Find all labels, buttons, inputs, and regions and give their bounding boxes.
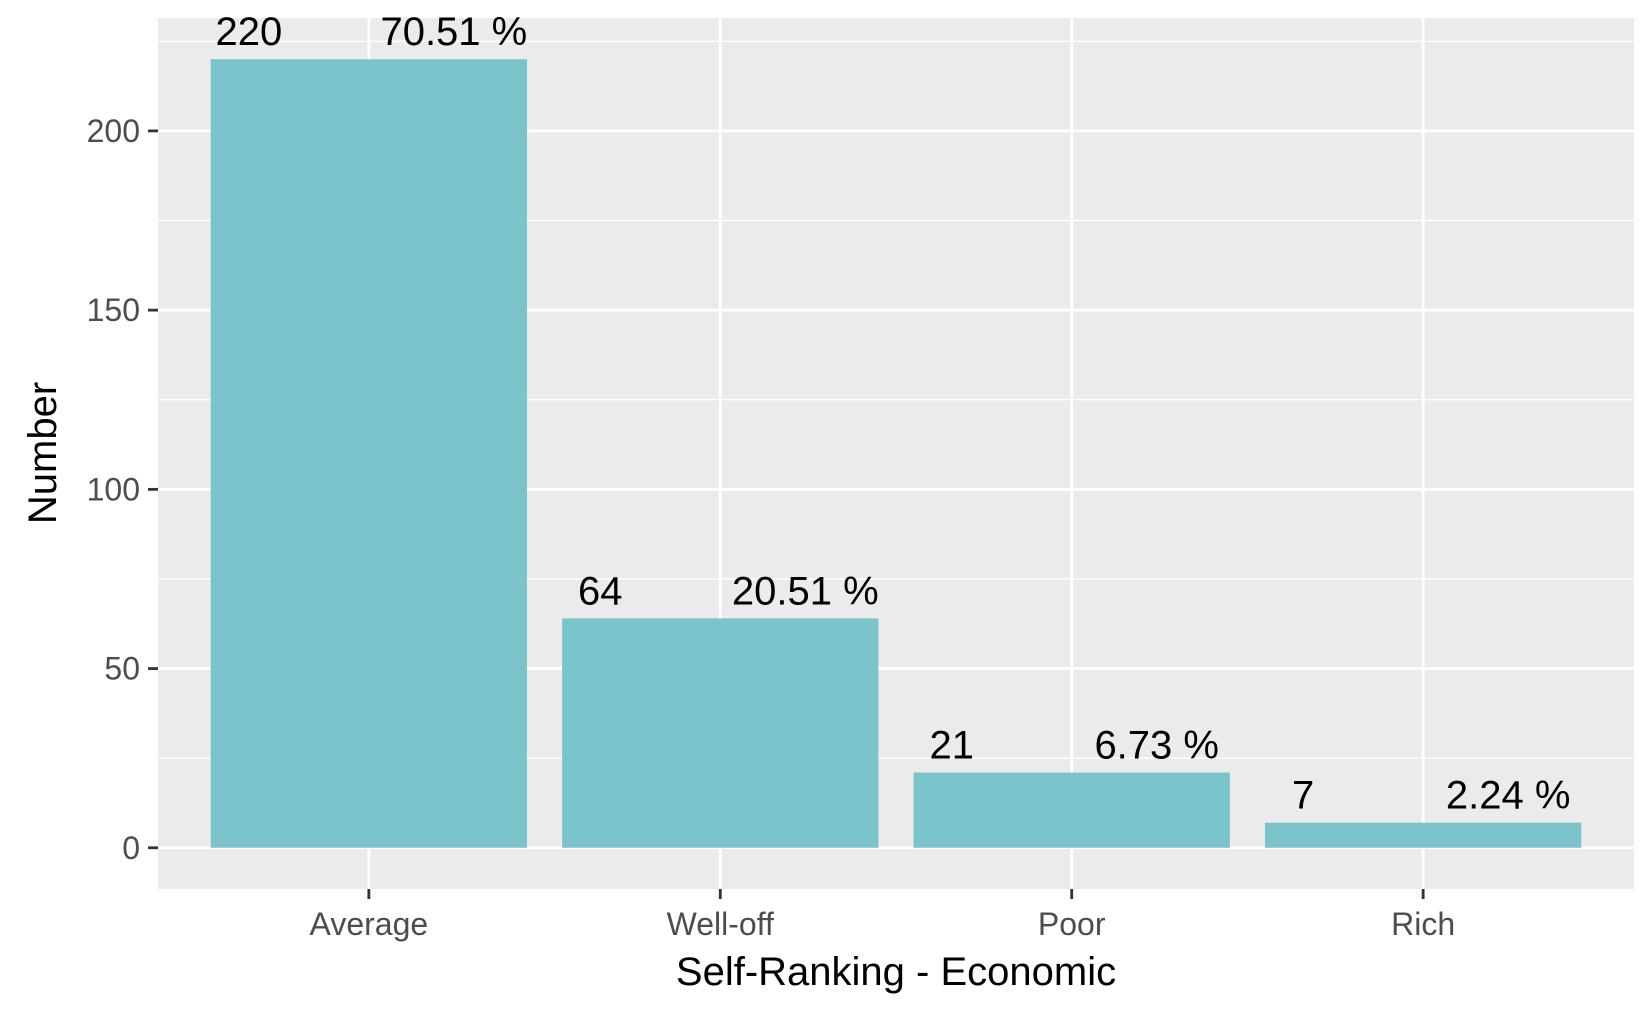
y-tick-label: 0 [122,830,140,866]
count-label: 64 [578,569,623,613]
data-labels: 220 70.51 % 64 20.51 % 21 6.73 % 7 2.24 % [215,10,1570,817]
bar-average [210,59,527,848]
bar-poor [913,772,1230,848]
y-tick-label: 100 [87,471,140,507]
bars [210,59,1582,848]
y-tick-label: 50 [104,651,140,687]
x-tick-label: Well-off [667,906,774,942]
x-tick-label: Average [310,906,429,942]
bar-rich [1265,822,1582,848]
count-label: 7 [1292,774,1314,818]
x-tick-label: Poor [1038,906,1106,942]
y-axis-title: Number [21,382,65,524]
percent-label: 6.73 % [1094,724,1219,768]
y-tick-label: 150 [87,292,140,328]
x-axis: Average Well-off Poor Rich [310,889,1455,942]
bar-well-off [562,618,879,848]
y-axis: 0 50 100 150 200 [87,113,158,866]
count-label: 21 [929,724,974,768]
y-tick-label: 200 [87,113,140,149]
percent-label: 2.24 % [1446,774,1571,818]
percent-label: 20.51 % [732,569,879,613]
x-tick-label: Rich [1391,906,1455,942]
count-label: 220 [215,10,282,54]
x-axis-title: Self-Ranking - Economic [676,950,1116,994]
percent-label: 70.51 % [380,10,527,54]
